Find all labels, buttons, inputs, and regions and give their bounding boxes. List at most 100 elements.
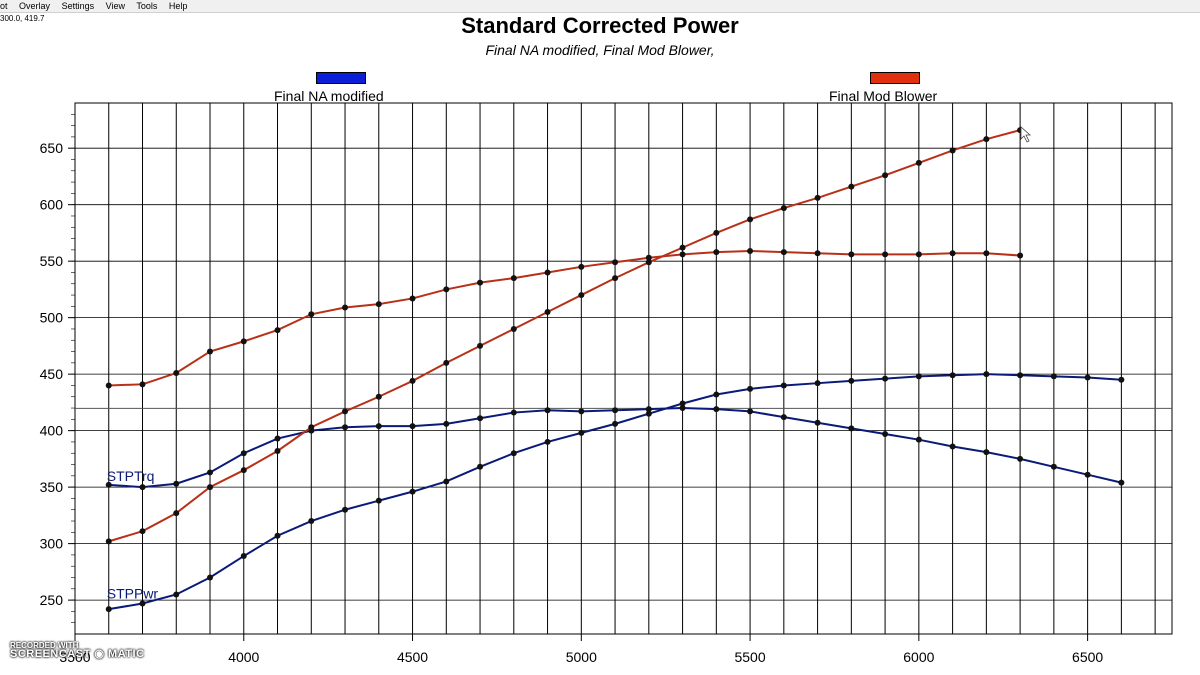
menu-item-tools[interactable]: Tools — [136, 1, 158, 11]
series-point — [882, 375, 889, 382]
plot-frame — [74, 102, 1173, 635]
series-point — [308, 424, 315, 431]
series-point — [139, 528, 146, 535]
menu-item-settings[interactable]: Settings — [61, 1, 95, 11]
x-tick-label: 5500 — [734, 649, 765, 665]
legend-swatch-blower[interactable] — [870, 72, 920, 84]
series-point — [409, 295, 416, 302]
series-point — [274, 532, 281, 539]
series-point — [915, 373, 922, 380]
series-point — [510, 325, 517, 332]
series-point — [139, 484, 146, 491]
series-point — [848, 377, 855, 384]
series-point — [949, 147, 956, 154]
legend-label-na: Final NA modified — [274, 88, 384, 104]
series-point — [848, 425, 855, 432]
series-point — [308, 311, 315, 318]
y-tick-label: 250 — [40, 592, 64, 608]
x-tick-label: 3500 — [59, 649, 90, 665]
series-point — [915, 159, 922, 166]
menu-item-plot[interactable]: ot — [0, 1, 8, 11]
axes: 250 300 350 400 450 500 550 600 650 3500 4000 4500 5… — [40, 113, 1103, 665]
series-point — [949, 443, 956, 450]
series-point — [375, 393, 382, 400]
series-point — [612, 259, 619, 266]
y-tick-label: 300 — [40, 536, 64, 552]
series-point — [578, 292, 585, 299]
series-point — [1118, 376, 1125, 383]
series-point — [1050, 463, 1057, 470]
x-tick-label: 6000 — [903, 649, 934, 665]
series-point — [1118, 479, 1125, 486]
menu-bar: ot Overlay Settings View Tools Help — [0, 0, 1200, 13]
series-point — [443, 420, 450, 427]
series-point — [443, 478, 450, 485]
series-point — [780, 382, 787, 389]
series-point — [375, 423, 382, 430]
series-point — [477, 463, 484, 470]
x-tick-label: 5000 — [566, 649, 597, 665]
annotation-layer: STPTrq STPPwr — [107, 468, 159, 601]
series-point — [342, 408, 349, 415]
series-point — [780, 249, 787, 256]
series-point — [983, 136, 990, 143]
series-point — [882, 431, 889, 438]
series-point — [713, 229, 720, 236]
series-point — [510, 450, 517, 457]
y-tick-label: 350 — [40, 479, 64, 495]
series-point — [207, 484, 214, 491]
series-point — [612, 407, 619, 414]
series-point — [409, 488, 416, 495]
series-point — [240, 450, 247, 457]
series-point — [443, 359, 450, 366]
menu-item-help[interactable]: Help — [168, 1, 188, 11]
menu-item-view[interactable]: View — [105, 1, 125, 11]
series-point — [105, 606, 112, 613]
series-point — [983, 371, 990, 378]
series-point — [747, 385, 754, 392]
series-point — [477, 279, 484, 286]
series-annotation: STPTrq — [107, 468, 155, 484]
series-point — [477, 415, 484, 422]
series-point — [409, 423, 416, 430]
menu-item-overlay[interactable]: Overlay — [19, 1, 51, 11]
series-point — [814, 419, 821, 426]
series-point — [1050, 373, 1057, 380]
series-point — [915, 436, 922, 443]
series-point — [240, 553, 247, 560]
series-point — [1084, 374, 1091, 381]
series-point — [848, 183, 855, 190]
grid — [75, 103, 1172, 634]
series-point — [207, 574, 214, 581]
series-point — [139, 600, 146, 607]
series-point — [308, 518, 315, 525]
series-point — [274, 447, 281, 454]
series-point — [679, 251, 686, 258]
series-point — [645, 254, 652, 261]
x-tick-label: 4500 — [397, 649, 428, 665]
series-point — [949, 372, 956, 379]
legend-swatch-na[interactable] — [316, 72, 366, 84]
series-point — [443, 286, 450, 293]
x-tick-label: 6500 — [1072, 649, 1103, 665]
series-point — [510, 409, 517, 416]
series-point — [105, 481, 112, 488]
series-point — [949, 250, 956, 257]
series-point — [612, 420, 619, 427]
series-point — [477, 342, 484, 349]
series-point — [848, 251, 855, 258]
series-point — [780, 414, 787, 421]
cursor-readout: 300.0, 419.7 — [0, 14, 45, 23]
series-point — [409, 377, 416, 384]
series-point — [544, 407, 551, 414]
series-point — [105, 382, 112, 389]
series-point — [544, 438, 551, 445]
series-point — [679, 400, 686, 407]
series-point — [1017, 252, 1024, 259]
series-point — [274, 327, 281, 334]
series-point — [713, 391, 720, 398]
series-point — [1084, 471, 1091, 478]
y-tick-label: 600 — [40, 197, 64, 213]
series-point — [713, 406, 720, 413]
